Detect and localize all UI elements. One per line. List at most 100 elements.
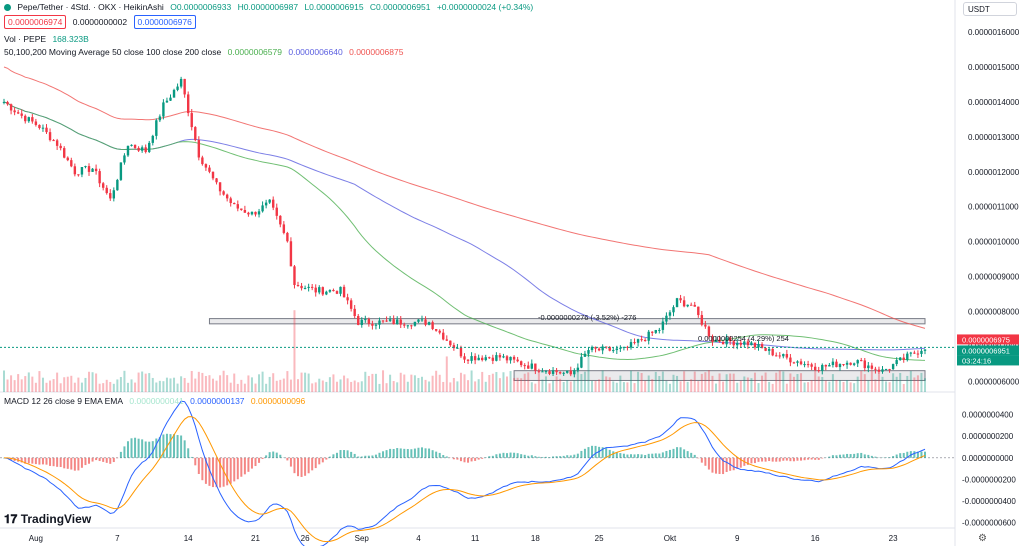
macd-hist-bar <box>552 456 555 458</box>
macd-hist-bar <box>676 447 679 458</box>
candle-body <box>6 101 9 105</box>
macd-hist-bar <box>906 451 909 458</box>
ohlc-change: +0.0000000024 (+0.34%) <box>436 2 534 12</box>
candle-body <box>438 330 441 333</box>
volume-bar <box>438 374 441 392</box>
macd-label[interactable]: MACD 12 26 close 9 EMA EMA <box>4 396 124 406</box>
candle-body <box>470 356 473 361</box>
candle-body <box>615 348 619 351</box>
macd-hist-bar <box>300 457 303 477</box>
volume-bar <box>268 376 271 392</box>
volume-bar <box>335 381 338 392</box>
macd-tick-label: 0.0000000400 <box>962 411 1014 420</box>
candle-body <box>357 316 360 325</box>
volume-bar <box>148 373 151 392</box>
candle-body <box>505 356 509 361</box>
volume-bar <box>566 380 569 392</box>
volume-bar <box>736 382 739 392</box>
volume-bar <box>88 371 91 392</box>
time-tick-label: 26 <box>301 534 310 543</box>
candle-body <box>222 191 225 195</box>
volume-bar <box>130 379 133 392</box>
candle-body <box>456 347 459 349</box>
volume-bar <box>233 373 236 392</box>
volume-bar <box>353 380 356 392</box>
macd-hist-bar <box>817 457 820 460</box>
volume-bar <box>615 382 618 392</box>
candle-body <box>753 342 757 348</box>
candle-body <box>116 179 119 191</box>
volume-bar <box>467 380 470 392</box>
macd-hist-bar <box>126 441 129 458</box>
volume-bar <box>392 381 395 392</box>
candle-body <box>105 187 108 194</box>
volume-bar <box>141 371 144 392</box>
volume-bar <box>98 383 101 392</box>
macd-hist-bar <box>180 435 183 458</box>
volume-bar <box>112 383 115 392</box>
currency-select[interactable]: USDT <box>963 2 1017 16</box>
candle-body <box>920 350 923 354</box>
macd-hist-bar <box>831 455 834 458</box>
volume-bar <box>27 372 30 392</box>
macd-hist-bar <box>59 457 62 468</box>
candle-body <box>566 370 569 373</box>
candle-body <box>353 308 356 317</box>
candle-body <box>665 315 668 322</box>
candle-body <box>527 365 530 369</box>
macd-hist-bar <box>98 457 101 462</box>
volume-bar <box>183 377 186 392</box>
settings-icon[interactable]: ⚙ <box>978 533 987 544</box>
macd-hist-bar <box>771 457 774 462</box>
symbol-title[interactable]: Pepe/Tether · 4Std. · OKX · HeikinAshi <box>17 2 164 12</box>
price-tick-label: 0.0000010000 <box>968 238 1020 247</box>
candle-body <box>243 210 247 213</box>
volume-bar <box>346 378 349 392</box>
candle-body <box>211 171 215 179</box>
candle-body <box>427 322 431 325</box>
macd-hist-bar <box>828 456 831 458</box>
volume-bar <box>410 374 413 392</box>
candle-body <box>633 342 636 344</box>
candle-body <box>817 370 820 372</box>
macd-hist-bar <box>870 455 873 458</box>
candle-body <box>101 183 105 188</box>
candle-body <box>792 362 796 364</box>
macd-hist-bar <box>297 457 300 477</box>
macd-hist-bar <box>559 456 562 458</box>
volume-bar <box>187 382 190 392</box>
candle-body <box>743 341 746 345</box>
macd-hist-bar <box>84 457 87 466</box>
candle-body <box>906 353 909 360</box>
macd-hist-bar <box>339 450 342 458</box>
buy-price-button[interactable]: 0.0000006976 <box>133 15 196 29</box>
volume-bar <box>463 374 466 392</box>
candle-body <box>516 359 519 362</box>
volume-bar <box>350 381 353 392</box>
volume-bar <box>757 383 760 392</box>
ma-label[interactable]: 50,100,200 Moving Average 50 close 100 c… <box>4 47 222 57</box>
macd-hist-bar <box>194 457 197 466</box>
volume-bar <box>679 381 682 392</box>
macd-hist-bar <box>704 457 707 466</box>
macd-hist-bar <box>516 453 519 458</box>
candle-body <box>296 285 300 287</box>
volume-bar <box>753 372 756 392</box>
candle-body <box>20 113 23 116</box>
candle-body <box>891 364 895 370</box>
candle-body <box>590 346 594 351</box>
macd-hist-bar <box>307 457 310 474</box>
volume-bar <box>211 378 214 392</box>
volume-label[interactable]: Vol · PEPE <box>4 34 47 44</box>
macd-hist-bar <box>428 448 431 458</box>
volume-bar <box>722 381 725 392</box>
candle-body <box>38 124 41 129</box>
sell-price-button[interactable]: 0.0000006974 <box>4 15 67 29</box>
measure-label-drop: -0.0000000276 (-3.52%) -276 <box>538 313 636 322</box>
macd-hist-bar <box>258 457 261 463</box>
macd-hist-bar <box>707 457 710 470</box>
macd-hist-bar <box>654 453 657 458</box>
macd-hist-bar <box>343 450 346 458</box>
volume-bar <box>548 383 551 392</box>
